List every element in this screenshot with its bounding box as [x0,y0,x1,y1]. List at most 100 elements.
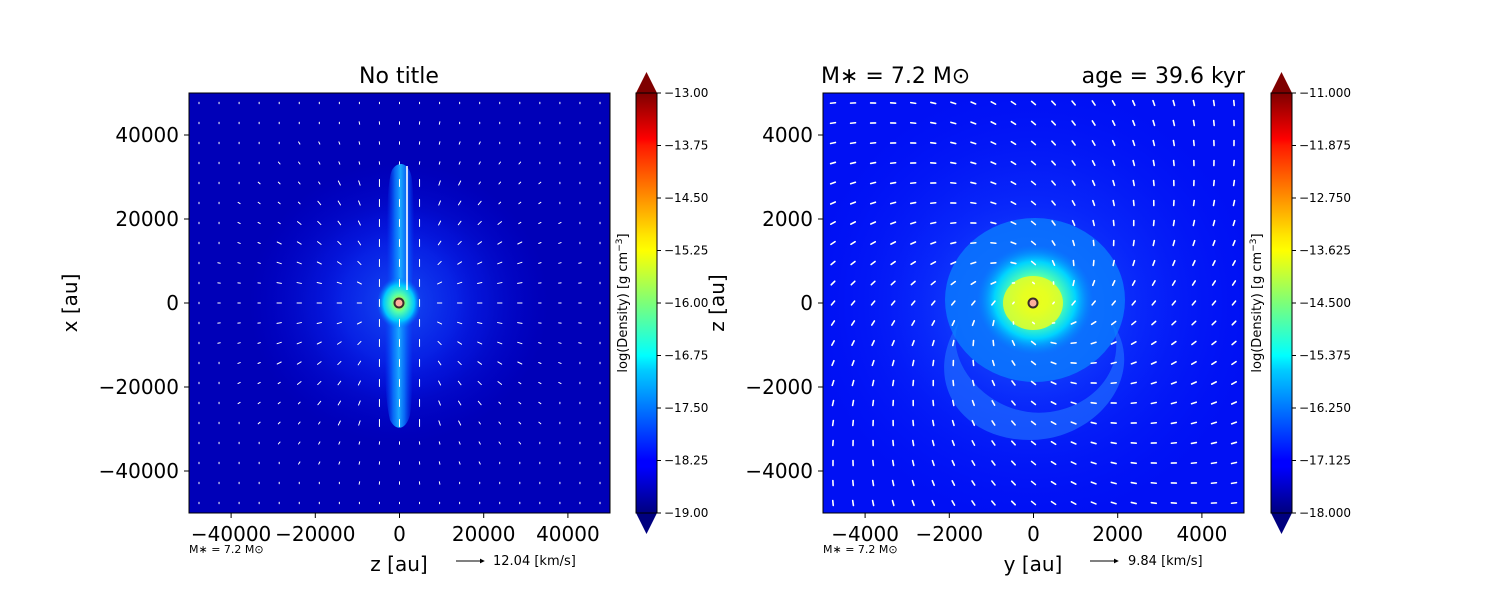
left-velocity-vector [358,200,361,206]
right-velocity-vector [1030,360,1037,366]
right-velocity-vector [1210,421,1218,425]
right-velocity-vector [991,500,996,506]
right-velocity-vector [1091,100,1096,106]
left-velocity-vector [296,361,302,365]
right-velocity-vector [1071,120,1076,126]
right-velocity-vector [1050,341,1057,345]
right-velocity-vector [870,221,877,225]
right-velocity-vector [1030,480,1037,486]
left-velocity-vector [497,341,503,345]
right-velocity-vector [1050,401,1057,405]
right-velocity-vector [1130,361,1137,365]
left-y-axis: −40000 −20000 0 20000 40000 [99,123,189,483]
left-velocity-vector [318,441,321,445]
right-velocity-vector [1151,320,1157,326]
right-velocity-vector [870,280,876,286]
right-velocity-vector [1091,120,1096,126]
left-velocity-vector [538,342,542,344]
right-velocity-vector [851,399,855,407]
left-velocity-vector [517,322,523,324]
right-velocity-vector [1010,100,1017,106]
left-velocity-vector [538,221,542,225]
left-velocity-vector [438,200,441,206]
right-colorbar-tick-label: −16.250 [1299,401,1351,415]
right-velocity-vector [831,340,835,346]
right-velocity-vector [1051,200,1056,206]
right-velocity-vector [1030,400,1037,406]
right-velocity-vector [1030,420,1037,426]
right-colorbar-tick-label: −13.625 [1299,244,1351,258]
right-velocity-vector [930,300,936,306]
right-velocity-vector [1030,200,1037,206]
right-velocity-vector [1132,239,1135,247]
right-velocity-vector [991,480,996,486]
right-velocity-vector [1192,99,1196,107]
right-colorbar-tick-label: −17.125 [1299,454,1351,468]
right-velocity-vector [1011,380,1016,386]
left-velocity-vector [317,200,322,206]
right-velocity-vector [1070,441,1077,445]
right-x-axis-label: y [au] [1004,552,1063,576]
right-velocity-vector [1190,360,1197,366]
left-velocity-vector [357,220,361,226]
right-colorbar-label: log(Density) [g cm−3] [1249,233,1265,372]
right-velocity-vector [891,379,895,387]
right-velocity-vector [1110,461,1117,465]
right-y-axis-label: z [au] [705,274,729,331]
right-velocity-vector [891,320,896,326]
right-velocity-vector [1130,501,1137,505]
right-velocity-vector [1050,361,1057,365]
right-velocity-vector [1130,481,1137,485]
right-velocity-vector [1111,139,1116,147]
right-velocity-vector [1031,321,1036,325]
right-velocity-vector [1071,100,1076,106]
left-velocity-vector [477,380,482,386]
left-y-tick-label: −40000 [99,459,179,483]
left-velocity-vector [457,400,462,406]
left-velocity-vector [538,362,542,364]
left-velocity-vector [457,200,462,206]
left-velocity-vector [437,260,442,266]
right-velocity-vector [951,319,956,327]
right-velocity-vector [1130,381,1137,385]
left-velocity-vector [237,342,241,344]
right-velocity-vector [1131,99,1136,107]
right-velocity-vector [990,201,997,205]
right-velocity-vector [1030,100,1037,106]
left-velocity-vector [257,381,261,385]
right-velocity-vector [991,420,996,426]
left-velocity-vector [438,380,442,386]
right-title-mass: M∗ = 7.2 M⊙ [821,64,970,89]
right-velocity-vector [1090,320,1097,326]
right-velocity-vector [990,241,997,245]
left-velocity-vector [338,461,341,465]
right-velocity-vector [1010,500,1017,506]
right-velocity-vector [1070,321,1077,325]
right-velocity-vector [971,379,975,387]
left-velocity-vector [497,322,503,324]
left-velocity-vector [518,441,522,445]
right-velocity-vector [950,121,957,125]
left-velocity-vector [498,421,502,425]
right-velocity-vector [1012,301,1015,305]
left-velocity-vector [497,381,502,385]
left-colorbar-extend-max [636,72,657,93]
right-velocity-vector [891,339,895,347]
right-velocity-vector [1210,461,1218,465]
right-velocity-vector [910,280,916,286]
right-velocity-vector [1091,160,1096,166]
left-y-axis-label: x [au] [58,274,82,333]
left-velocity-vector [518,221,522,225]
right-velocity-vector [1090,341,1097,345]
right-velocity-vector [889,181,897,185]
right-velocity-vector [1132,259,1136,267]
right-x-tick-label: 0 [1027,522,1040,546]
left-velocity-vector [318,161,321,165]
right-velocity-vector [970,161,977,165]
right-velocity-vector [931,479,935,487]
right-velocity-vector [829,181,837,185]
right-velocity-vector [1030,120,1037,126]
right-velocity-vector [1152,239,1156,247]
right-velocity-vector [869,181,877,185]
